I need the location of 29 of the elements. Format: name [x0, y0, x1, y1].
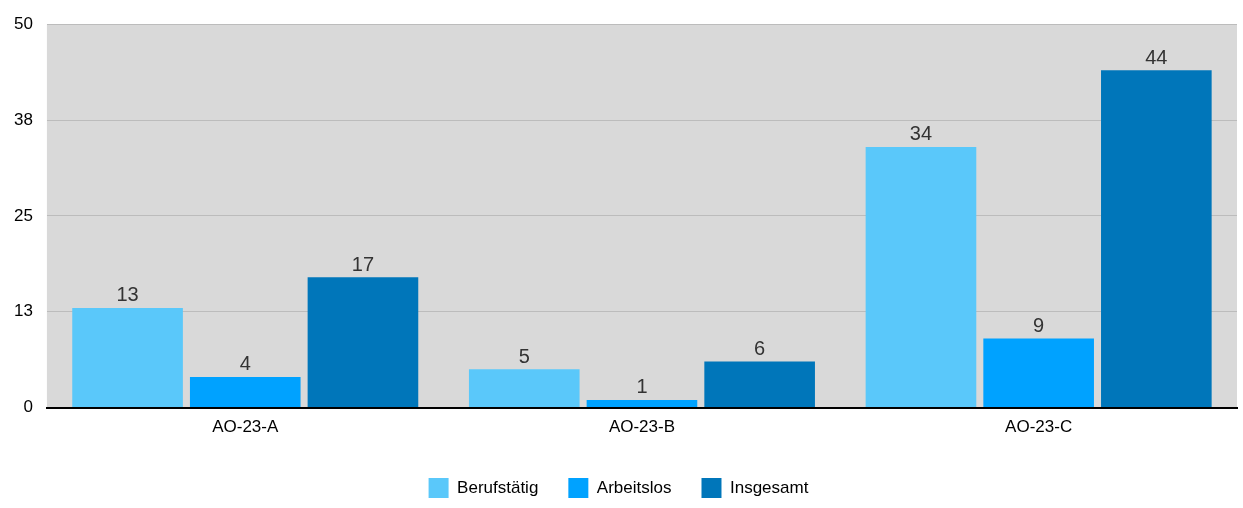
bar — [865, 146, 977, 408]
y-tick-label: 13 — [13, 301, 33, 321]
data-label: 4 — [239, 352, 251, 375]
data-label: 1 — [636, 375, 648, 398]
bar — [72, 307, 183, 408]
y-tick-label: 0 — [23, 397, 33, 417]
data-label: 13 — [116, 283, 139, 306]
bar — [468, 369, 580, 408]
bar — [307, 277, 419, 408]
x-tick-label: AO-23-B — [608, 417, 676, 437]
bar — [1101, 70, 1212, 408]
y-tick-label: 25 — [13, 205, 33, 225]
x-tick-label: AO-23-C — [1005, 417, 1073, 437]
data-label: 44 — [1145, 45, 1168, 68]
y-tick-label: 50 — [13, 13, 33, 33]
bar — [189, 376, 301, 408]
data-label: 6 — [754, 337, 766, 360]
data-label: 34 — [909, 122, 933, 145]
bar — [586, 399, 698, 408]
data-label: 17 — [351, 252, 375, 275]
y-tick-label: 38 — [13, 109, 33, 129]
bar — [704, 361, 815, 408]
legend-label: Insgesamt — [729, 477, 809, 497]
data-label: 9 — [1033, 314, 1045, 337]
x-tick-label: AO-23-A — [212, 417, 279, 437]
data-label: 5 — [518, 344, 530, 367]
bar — [983, 338, 1094, 408]
legend-label: Arbeitslos — [596, 477, 672, 497]
legend-label: Berufstätig — [457, 477, 539, 497]
